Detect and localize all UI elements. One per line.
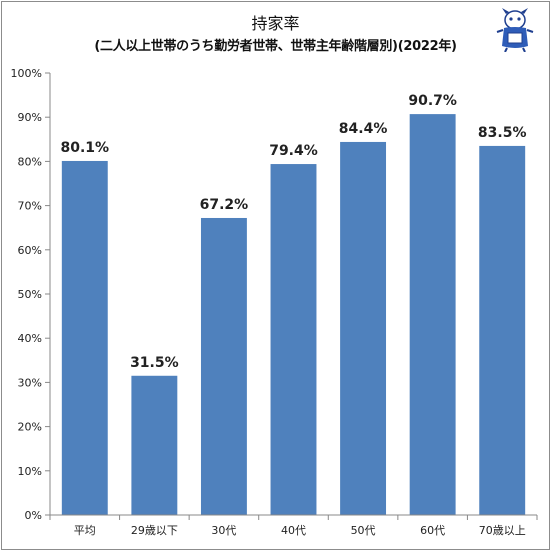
bar [409,114,456,515]
x-category-label: 50代 [351,524,376,537]
bar [479,145,526,515]
axes [45,72,538,520]
y-tick-label: 40% [18,332,42,345]
y-tick-label: 70% [18,200,42,213]
x-axis-category-labels: 平均 29歳以下 30代 40代 50代 60代 70歳以上 [74,524,526,537]
x-category-label: 30代 [211,524,236,537]
y-tick-label: 60% [18,244,42,257]
data-label: 67.2% [200,197,249,213]
y-tick-label: 30% [18,376,42,389]
x-category-label: 60代 [420,524,445,537]
data-labels: 80.1% 31.5% 67.2% 79.4% 84.4% 90.7% 83.5% [60,93,526,371]
y-axis-tick-labels: 0% 10% 20% 30% 40% 50% 60% 70% 80% 90% 100% [11,67,42,522]
y-tick-label: 50% [18,288,42,301]
data-label: 90.7% [408,93,457,109]
bar [200,217,247,515]
data-label: 83.5% [478,125,527,141]
bar [61,160,108,515]
data-label: 84.4% [339,121,388,137]
y-tick-label: 20% [18,421,42,434]
x-category-label: 29歳以下 [131,524,178,537]
data-label: 79.4% [269,143,318,159]
x-category-label: 平均 [74,524,96,537]
y-tick-label: 90% [18,111,42,124]
chart-title: 持家率 [251,14,300,33]
y-tick-label: 0% [25,509,42,522]
bar [131,375,178,515]
y-tick-label: 100% [11,67,42,80]
data-label: 80.1% [60,140,109,156]
mascot-logo-icon [496,8,534,52]
x-category-label: 40代 [281,524,306,537]
data-label: 31.5% [130,355,179,371]
x-category-label: 70歳以上 [479,524,526,537]
bar [340,141,387,515]
chart-subtitle: (二人以上世帯のうち勤労者世帯、世帯主年齢階層別)(2022年) [94,39,457,54]
bar [270,164,317,515]
y-tick-label: 10% [18,465,42,478]
y-tick-label: 80% [18,155,42,168]
bars [61,114,526,515]
